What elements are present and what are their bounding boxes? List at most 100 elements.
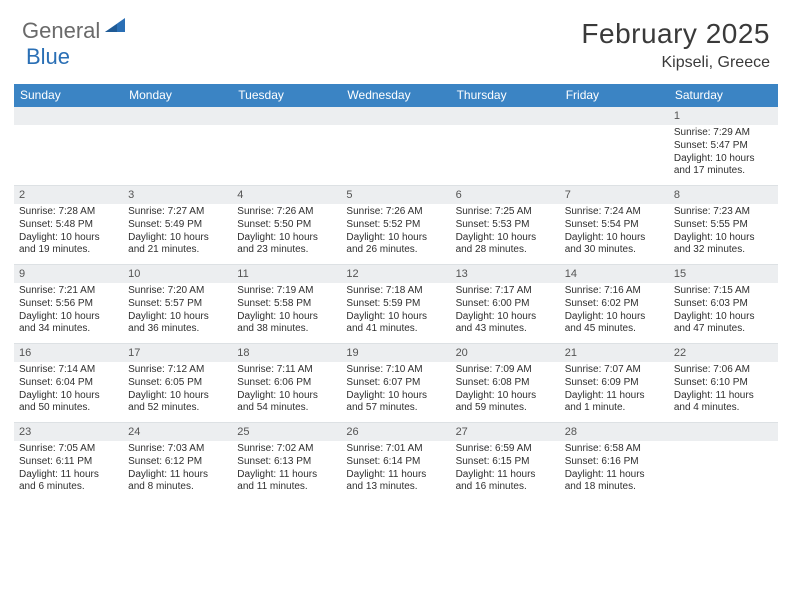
daylight-label: Daylight: 11 hours and 13 minutes.	[346, 469, 445, 495]
sunrise-label: Sunrise: 7:18 AM	[346, 285, 445, 298]
day-number: 12	[341, 265, 450, 283]
day-cell: 14Sunrise: 7:16 AMSunset: 6:02 PMDayligh…	[560, 265, 669, 343]
daylight-label: Daylight: 10 hours and 57 minutes.	[346, 390, 445, 416]
day-number	[123, 107, 232, 125]
daylight-label: Daylight: 10 hours and 32 minutes.	[674, 232, 773, 258]
day-cell: 22Sunrise: 7:06 AMSunset: 6:10 PMDayligh…	[669, 344, 778, 422]
day-number	[451, 107, 560, 125]
day-header-cell: Thursday	[451, 84, 560, 107]
sunrise-label: Sunrise: 7:29 AM	[674, 127, 773, 140]
day-number: 5	[341, 186, 450, 204]
daylight-label: Daylight: 10 hours and 34 minutes.	[19, 311, 118, 337]
sunrise-label: Sunrise: 7:05 AM	[19, 443, 118, 456]
daylight-label: Daylight: 11 hours and 1 minute.	[565, 390, 664, 416]
day-number: 6	[451, 186, 560, 204]
day-number: 10	[123, 265, 232, 283]
sunset-label: Sunset: 5:56 PM	[19, 298, 118, 311]
day-number	[232, 107, 341, 125]
daylight-label: Daylight: 10 hours and 28 minutes.	[456, 232, 555, 258]
sunrise-label: Sunrise: 6:59 AM	[456, 443, 555, 456]
sunrise-label: Sunrise: 7:11 AM	[237, 364, 336, 377]
daylight-label: Daylight: 10 hours and 26 minutes.	[346, 232, 445, 258]
daylight-label: Daylight: 10 hours and 43 minutes.	[456, 311, 555, 337]
location-label: Kipseli, Greece	[581, 54, 770, 72]
sunrise-label: Sunrise: 7:24 AM	[565, 206, 664, 219]
daylight-label: Daylight: 11 hours and 8 minutes.	[128, 469, 227, 495]
day-cell: 16Sunrise: 7:14 AMSunset: 6:04 PMDayligh…	[14, 344, 123, 422]
day-cell	[669, 423, 778, 501]
day-cell: 1Sunrise: 7:29 AMSunset: 5:47 PMDaylight…	[669, 107, 778, 185]
daylight-label: Daylight: 10 hours and 59 minutes.	[456, 390, 555, 416]
daylight-label: Daylight: 10 hours and 36 minutes.	[128, 311, 227, 337]
day-cell: 28Sunrise: 6:58 AMSunset: 6:16 PMDayligh…	[560, 423, 669, 501]
day-cell: 13Sunrise: 7:17 AMSunset: 6:00 PMDayligh…	[451, 265, 560, 343]
day-cell	[341, 107, 450, 185]
day-cell: 23Sunrise: 7:05 AMSunset: 6:11 PMDayligh…	[14, 423, 123, 501]
day-cell: 8Sunrise: 7:23 AMSunset: 5:55 PMDaylight…	[669, 186, 778, 264]
sunrise-label: Sunrise: 7:27 AM	[128, 206, 227, 219]
day-number: 11	[232, 265, 341, 283]
day-cell: 15Sunrise: 7:15 AMSunset: 6:03 PMDayligh…	[669, 265, 778, 343]
day-cell: 2Sunrise: 7:28 AMSunset: 5:48 PMDaylight…	[14, 186, 123, 264]
day-number: 20	[451, 344, 560, 362]
day-cell	[560, 107, 669, 185]
sunset-label: Sunset: 6:13 PM	[237, 456, 336, 469]
daylight-label: Daylight: 10 hours and 41 minutes.	[346, 311, 445, 337]
daylight-label: Daylight: 10 hours and 30 minutes.	[565, 232, 664, 258]
page-title: February 2025	[581, 18, 770, 50]
day-cell: 20Sunrise: 7:09 AMSunset: 6:08 PMDayligh…	[451, 344, 560, 422]
sunrise-label: Sunrise: 7:03 AM	[128, 443, 227, 456]
daylight-label: Daylight: 10 hours and 54 minutes.	[237, 390, 336, 416]
day-number: 8	[669, 186, 778, 204]
calendar: SundayMondayTuesdayWednesdayThursdayFrid…	[14, 84, 778, 501]
week-row: 16Sunrise: 7:14 AMSunset: 6:04 PMDayligh…	[14, 343, 778, 422]
sunrise-label: Sunrise: 7:20 AM	[128, 285, 227, 298]
daylight-label: Daylight: 10 hours and 47 minutes.	[674, 311, 773, 337]
title-block: February 2025 Kipseli, Greece	[581, 18, 770, 72]
day-cell: 17Sunrise: 7:12 AMSunset: 6:05 PMDayligh…	[123, 344, 232, 422]
day-cell: 21Sunrise: 7:07 AMSunset: 6:09 PMDayligh…	[560, 344, 669, 422]
day-number	[560, 107, 669, 125]
day-number: 3	[123, 186, 232, 204]
sunrise-label: Sunrise: 7:23 AM	[674, 206, 773, 219]
daylight-label: Daylight: 11 hours and 16 minutes.	[456, 469, 555, 495]
day-cell: 7Sunrise: 7:24 AMSunset: 5:54 PMDaylight…	[560, 186, 669, 264]
sunset-label: Sunset: 6:09 PM	[565, 377, 664, 390]
day-number	[669, 423, 778, 441]
day-number: 22	[669, 344, 778, 362]
daylight-label: Daylight: 11 hours and 11 minutes.	[237, 469, 336, 495]
sunset-label: Sunset: 5:54 PM	[565, 219, 664, 232]
daylight-label: Daylight: 10 hours and 23 minutes.	[237, 232, 336, 258]
day-number: 27	[451, 423, 560, 441]
day-cell	[232, 107, 341, 185]
sunrise-label: Sunrise: 7:12 AM	[128, 364, 227, 377]
logo-triangle-icon	[105, 18, 125, 39]
day-cell: 4Sunrise: 7:26 AMSunset: 5:50 PMDaylight…	[232, 186, 341, 264]
daylight-label: Daylight: 10 hours and 50 minutes.	[19, 390, 118, 416]
sunrise-label: Sunrise: 7:02 AM	[237, 443, 336, 456]
day-header-cell: Saturday	[669, 84, 778, 107]
day-cell: 12Sunrise: 7:18 AMSunset: 5:59 PMDayligh…	[341, 265, 450, 343]
day-number	[14, 107, 123, 125]
sunset-label: Sunset: 6:00 PM	[456, 298, 555, 311]
week-row: 2Sunrise: 7:28 AMSunset: 5:48 PMDaylight…	[14, 185, 778, 264]
sunrise-label: Sunrise: 7:10 AM	[346, 364, 445, 377]
day-cell: 24Sunrise: 7:03 AMSunset: 6:12 PMDayligh…	[123, 423, 232, 501]
day-number: 28	[560, 423, 669, 441]
header: General February 2025 Kipseli, Greece	[0, 0, 792, 80]
sunrise-label: Sunrise: 7:15 AM	[674, 285, 773, 298]
sunset-label: Sunset: 5:47 PM	[674, 140, 773, 153]
day-header-cell: Wednesday	[341, 84, 450, 107]
sunset-label: Sunset: 6:02 PM	[565, 298, 664, 311]
day-cell	[14, 107, 123, 185]
sunrise-label: Sunrise: 7:28 AM	[19, 206, 118, 219]
sunset-label: Sunset: 6:08 PM	[456, 377, 555, 390]
sunrise-label: Sunrise: 7:25 AM	[456, 206, 555, 219]
day-number	[341, 107, 450, 125]
sunrise-label: Sunrise: 7:16 AM	[565, 285, 664, 298]
day-number: 25	[232, 423, 341, 441]
sunset-label: Sunset: 6:10 PM	[674, 377, 773, 390]
sunrise-label: Sunrise: 7:21 AM	[19, 285, 118, 298]
day-cell	[123, 107, 232, 185]
day-header-cell: Sunday	[14, 84, 123, 107]
